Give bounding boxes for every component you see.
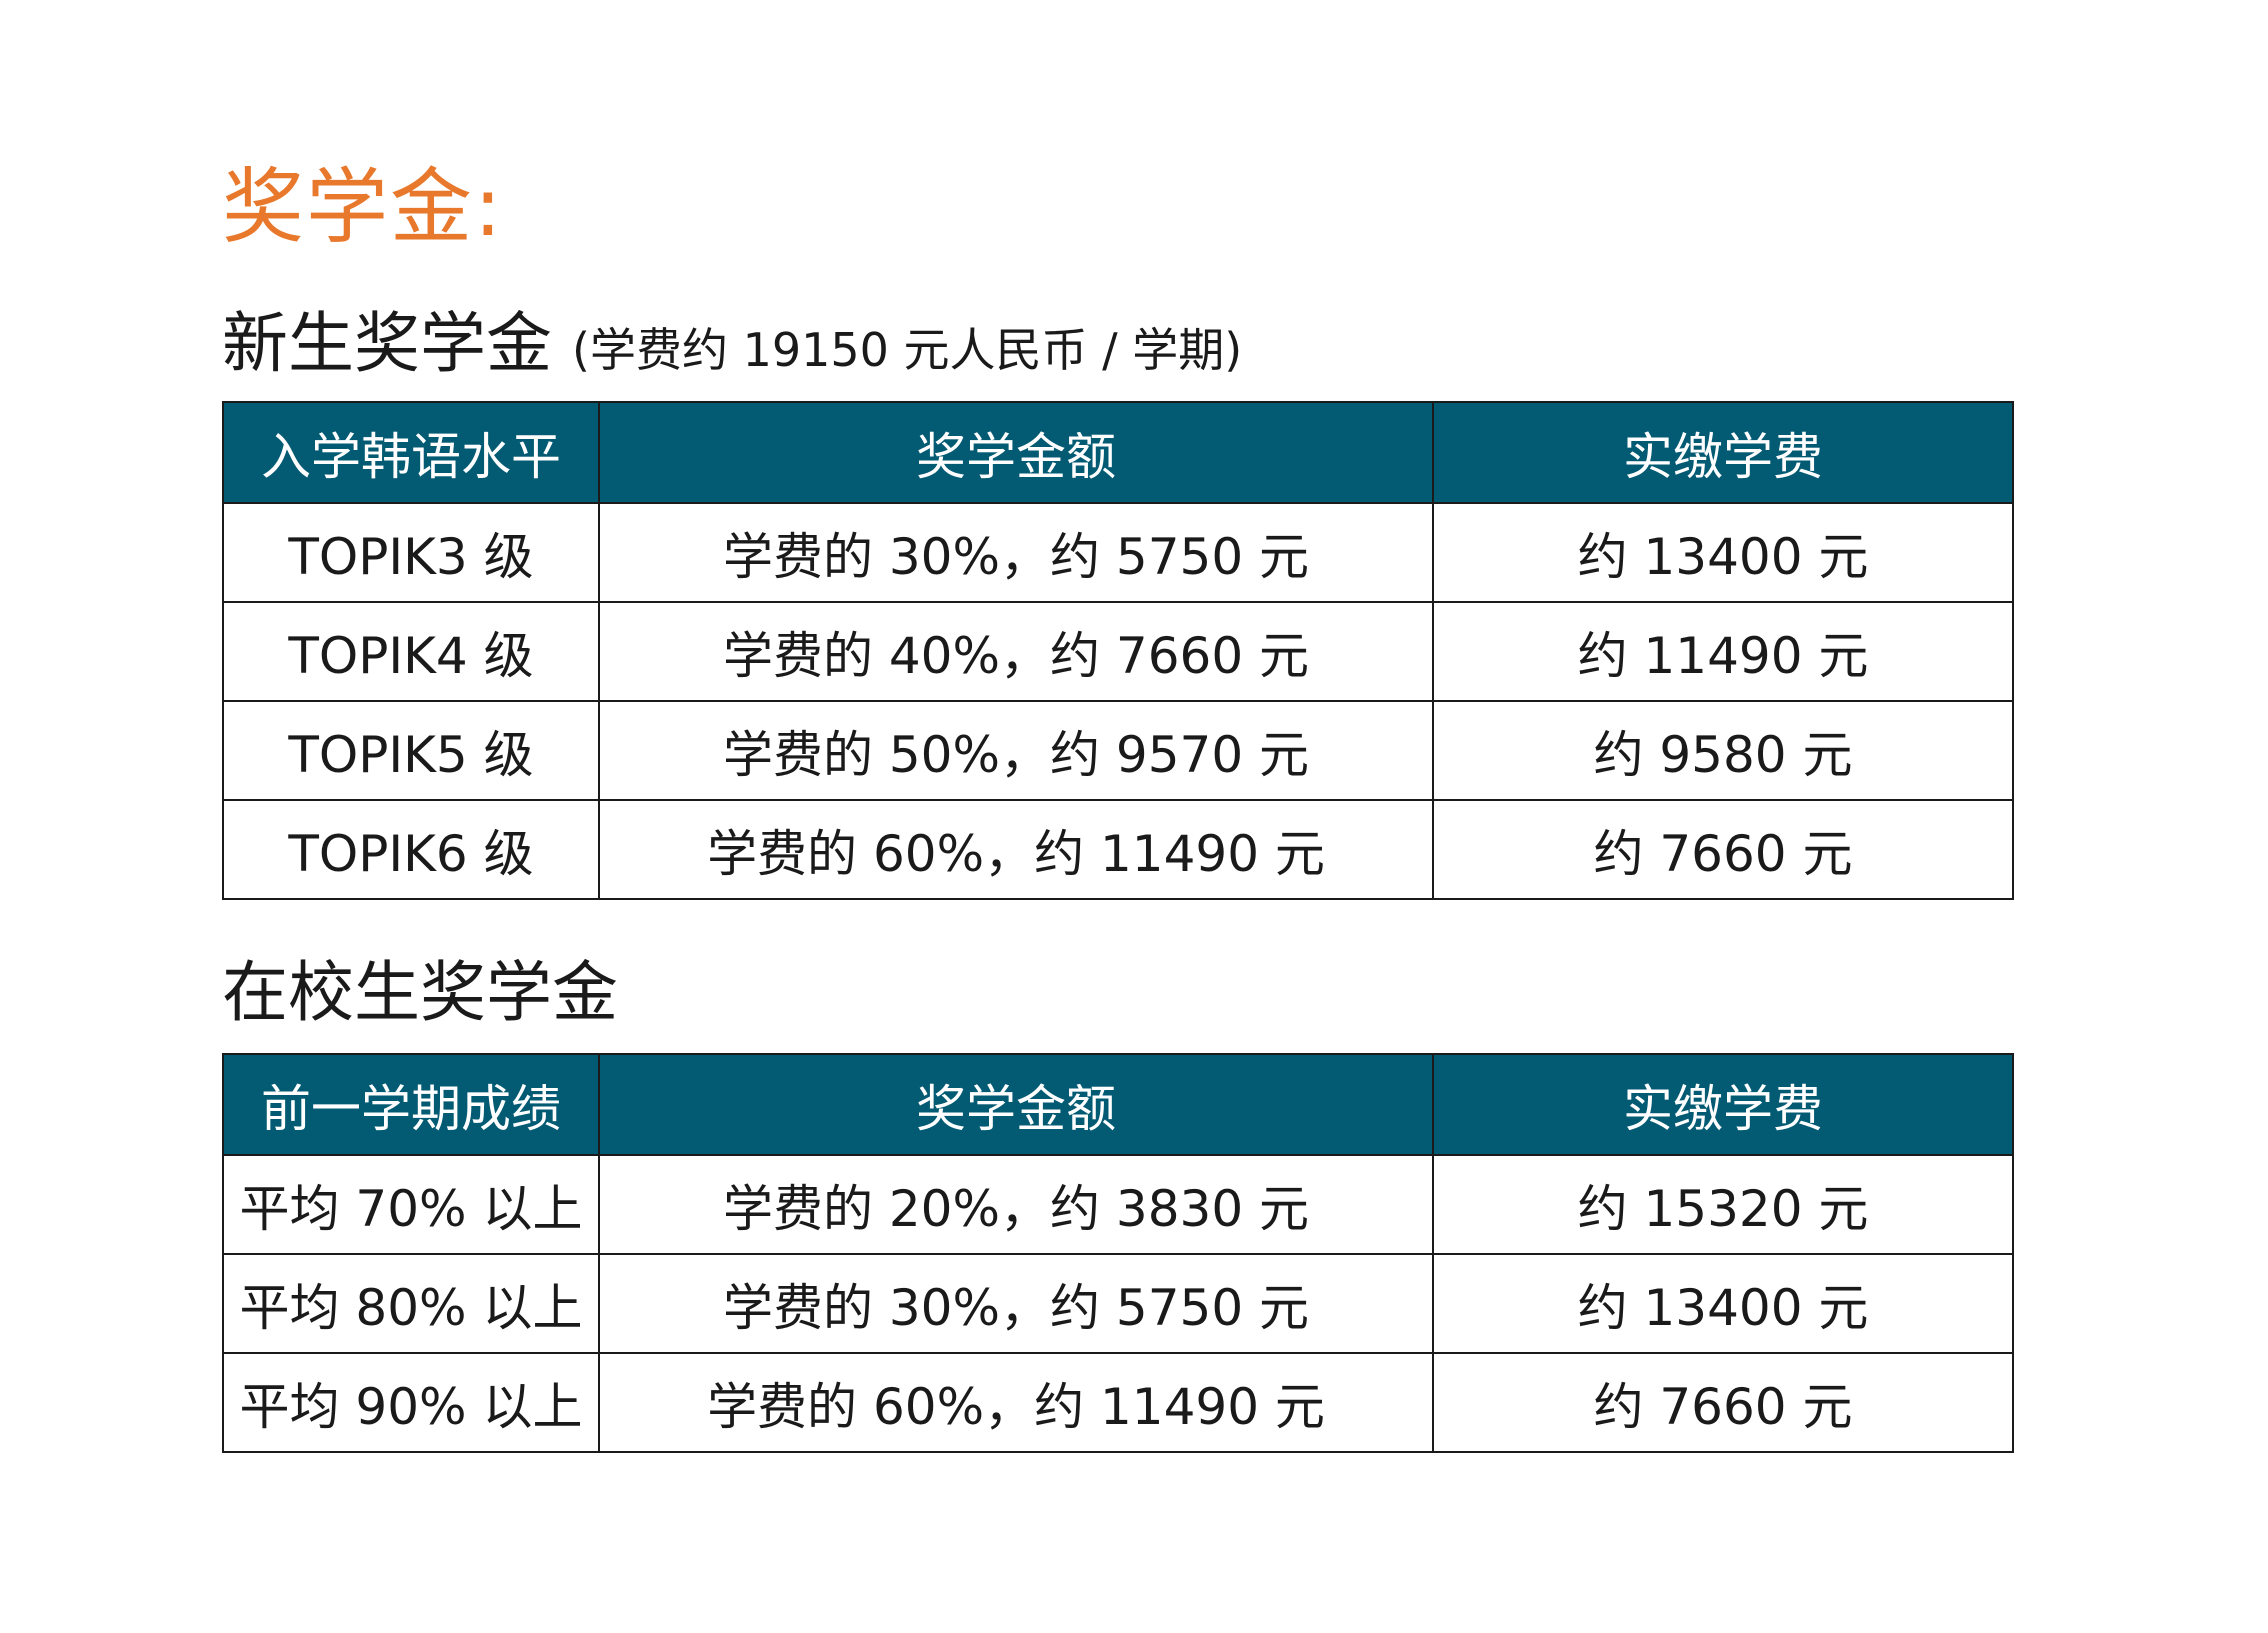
table-row: TOPIK3 级 学费的 30%，约 5750 元 约 13400 元 (222, 502, 2014, 603)
page-title: 奖学金: (222, 160, 504, 255)
tuition-cell: 约 11490 元 (1432, 601, 2014, 702)
level-cell: TOPIK4 级 (222, 601, 600, 702)
grade-cell: 平均 80% 以上 (222, 1253, 600, 1354)
tuition-cell: 约 13400 元 (1432, 1253, 2014, 1354)
table-row: 平均 80% 以上 学费的 30%，约 5750 元 约 13400 元 (222, 1253, 2014, 1354)
table-row: TOPIK4 级 学费的 40%，约 7660 元 约 11490 元 (222, 601, 2014, 702)
header-korean-level: 入学韩语水平 (222, 401, 600, 504)
table-header-row: 前一学期成绩 奖学金额 实缴学费 (222, 1053, 2014, 1156)
table-row: 平均 70% 以上 学费的 20%，约 3830 元 约 15320 元 (222, 1154, 2014, 1255)
header-actual-tuition: 实缴学费 (1432, 401, 2014, 504)
level-cell: TOPIK5 级 (222, 700, 600, 801)
table-header-row: 入学韩语水平 奖学金额 实缴学费 (222, 401, 2014, 504)
new-student-section-title: 新生奖学金 (学费约 19150 元人民币 / 学期) (222, 302, 1242, 386)
level-cell: TOPIK6 级 (222, 799, 600, 900)
tuition-cell: 约 15320 元 (1432, 1154, 2014, 1255)
scholarship-cell: 学费的 30%，约 5750 元 (598, 502, 1434, 603)
tuition-cell: 约 7660 元 (1432, 799, 2014, 900)
grade-cell: 平均 70% 以上 (222, 1154, 600, 1255)
scholarship-cell: 学费的 20%，约 3830 元 (598, 1154, 1434, 1255)
new-student-scholarship-table: 入学韩语水平 奖学金额 实缴学费 TOPIK3 级 学费的 30%，约 5750… (222, 401, 2014, 900)
scholarship-cell: 学费的 60%，约 11490 元 (598, 799, 1434, 900)
current-student-scholarship-table: 前一学期成绩 奖学金额 实缴学费 平均 70% 以上 学费的 20%，约 383… (222, 1053, 2014, 1453)
scholarship-cell: 学费的 30%，约 5750 元 (598, 1253, 1434, 1354)
grade-cell: 平均 90% 以上 (222, 1352, 600, 1453)
table-row: TOPIK6 级 学费的 60%，约 11490 元 约 7660 元 (222, 799, 2014, 900)
scholarship-cell: 学费的 50%，约 9570 元 (598, 700, 1434, 801)
table-row: 平均 90% 以上 学费的 60%，约 11490 元 约 7660 元 (222, 1352, 2014, 1453)
scholarship-cell: 学费的 60%，约 11490 元 (598, 1352, 1434, 1453)
tuition-cell: 约 7660 元 (1432, 1352, 2014, 1453)
tuition-cell: 约 9580 元 (1432, 700, 2014, 801)
header-previous-grade: 前一学期成绩 (222, 1053, 600, 1156)
header-scholarship-amount: 奖学金额 (598, 1053, 1434, 1156)
current-student-section-title: 在校生奖学金 (222, 954, 618, 1031)
tuition-note: (学费约 19150 元人民币 / 学期) (572, 323, 1243, 377)
level-cell: TOPIK3 级 (222, 502, 600, 603)
header-scholarship-amount: 奖学金额 (598, 401, 1434, 504)
table-row: TOPIK5 级 学费的 50%，约 9570 元 约 9580 元 (222, 700, 2014, 801)
tuition-cell: 约 13400 元 (1432, 502, 2014, 603)
header-actual-tuition: 实缴学费 (1432, 1053, 2014, 1156)
scholarship-cell: 学费的 40%，约 7660 元 (598, 601, 1434, 702)
new-student-title-text: 新生奖学金 (222, 305, 552, 382)
